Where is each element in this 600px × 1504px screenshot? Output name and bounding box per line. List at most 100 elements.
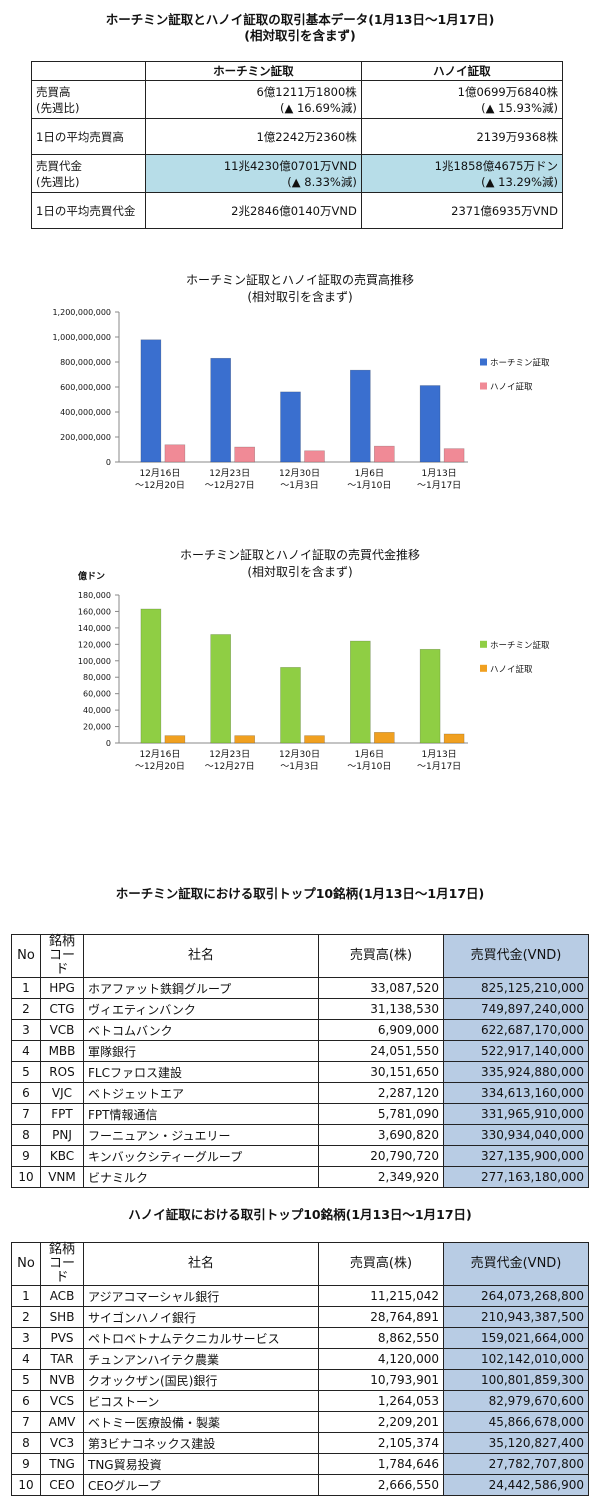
row-no: 6 xyxy=(11,1390,41,1412)
table-row: 6 VJC ベトジェットエア 2,287,120 334,613,160,000 xyxy=(11,1082,589,1104)
row-company: FLCファロス建設 xyxy=(83,1061,319,1083)
y-axis-label: 億ドン xyxy=(78,570,105,582)
row-code: NVB xyxy=(40,1369,84,1391)
table-row: 7 AMV ベトミー医療設備・製薬 2,209,201 45,866,678,000 xyxy=(11,1411,589,1433)
x-tick-label: 1月13日 xyxy=(422,468,457,479)
row-volume: 2,287,120 xyxy=(318,1082,444,1104)
row-value: 82,979,670,600 xyxy=(443,1390,589,1412)
row-code: MBB xyxy=(40,1040,84,1062)
x-tick-label: ～1月10日 xyxy=(347,480,391,491)
row-volume: 6,909,000 xyxy=(318,1019,444,1041)
x-tick-label: ～1月10日 xyxy=(347,761,391,772)
bar-hcm xyxy=(140,608,162,744)
row-code: SHB xyxy=(40,1306,84,1328)
row-no: 9 xyxy=(11,1145,41,1167)
col-code: 銘柄 コード xyxy=(40,934,84,978)
row-value: 210,943,387,500 xyxy=(443,1306,589,1328)
hcm-top-body: 1 HPG ホアファット鉄鋼グループ 33,087,520 825,125,210,00… xyxy=(11,977,589,1188)
y-tick-label: 80,000 xyxy=(83,673,111,682)
row-code: TAR xyxy=(40,1348,84,1370)
volume-chart: ホーチミン証取とハノイ証取の売買高推移 (相対取引を含まず) 0 200,000,00… xyxy=(0,268,600,496)
bar-hn xyxy=(373,732,395,744)
table-row: 9 KBC キンバックシティーグループ 20,790,720 327,135,900,0… xyxy=(11,1145,589,1167)
row-volume: 31,138,530 xyxy=(318,998,444,1020)
legend-swatch xyxy=(480,358,487,366)
y-tick-label: 1,200,000,000 xyxy=(52,308,111,317)
summary-header-row: ホーチミン証取 ハノイ証取 xyxy=(31,61,564,81)
row-volume: 8,862,550 xyxy=(318,1327,444,1349)
table-row: 3 PVS ペトロベトナムテクニカルサービス 8,862,550 159,021,664… xyxy=(11,1327,589,1349)
x-tick-label: ～1月3日 xyxy=(280,480,318,491)
row-volume: 2,105,374 xyxy=(318,1432,444,1454)
row-no: 3 xyxy=(11,1327,41,1349)
bar-hn xyxy=(234,735,255,744)
bar-hn xyxy=(164,444,186,463)
row-code: VJC xyxy=(40,1082,84,1104)
row-company: ペトロベトナムテクニカルサービス xyxy=(83,1327,319,1349)
row-volume: 24,051,550 xyxy=(318,1040,444,1062)
legend-label: ハノイ証取 xyxy=(490,382,533,393)
legend-swatch xyxy=(480,382,487,390)
x-tick-label: ～12月27日 xyxy=(205,480,255,491)
row-code: VNM xyxy=(40,1166,84,1188)
row-code: CEO xyxy=(40,1474,84,1496)
x-tick-label: ～12月20日 xyxy=(135,480,185,491)
hcm-top-title: ホーチミン証取における取引トップ10銘柄(1月13日～1月17日) xyxy=(115,886,485,901)
row-company: チュンアンハイテク農業 xyxy=(83,1348,319,1370)
y-tick-label: 140,000 xyxy=(78,624,111,633)
y-tick-label: 60,000 xyxy=(83,690,111,699)
row-volume: 20,790,720 xyxy=(318,1145,444,1167)
bar-hcm xyxy=(419,385,441,463)
row-no: 2 xyxy=(11,1306,41,1328)
row-no: 1 xyxy=(11,1285,41,1307)
hn-top-table: No 銘柄 コード 社名 売買高(株) 売買代金(VND) 1 ACB アジアコマーシ… xyxy=(11,1242,589,1496)
row-company: ビコストーン xyxy=(83,1390,319,1412)
y-tick-label: 0 xyxy=(106,739,111,748)
y-tick-label: 120,000 xyxy=(78,640,111,649)
row-value: 102,142,010,000 xyxy=(443,1348,589,1370)
row-value: 277,163,180,000 xyxy=(443,1166,589,1188)
row-company: ベトコムバンク xyxy=(83,1019,319,1041)
bar-hn xyxy=(304,450,325,463)
y-tick-label: 200,000,000 xyxy=(60,433,111,442)
row-company: クオックザン(国民)銀行 xyxy=(83,1369,319,1391)
x-tick-label: 12月16日 xyxy=(139,749,180,760)
row-no: 2 xyxy=(11,998,41,1020)
table-row: 6 VCS ビコストーン 1,264,053 82,979,670,600 xyxy=(11,1390,589,1412)
table-row: 10 VNM ビナミルク 2,349,920 277,163,180,000 xyxy=(11,1166,589,1188)
chart-title: ホーチミン証取とハノイ証取の売買代金推移 xyxy=(180,547,420,562)
table-row: 4 TAR チュンアンハイテク農業 4,120,000 102,142,010,000 xyxy=(11,1348,589,1370)
row-company: ベトジェットエア xyxy=(83,1082,319,1104)
col-value: 売買代金(VND) xyxy=(443,934,589,978)
y-tick-label: 100,000 xyxy=(78,657,111,666)
row-company: キンバックシティーグループ xyxy=(83,1145,319,1167)
row-no: 3 xyxy=(11,1019,41,1041)
summary-row-avg-volume: 1日の平均売買高 1億2242万2360株 2139万9368株 xyxy=(31,118,564,155)
x-tick-label: 12月16日 xyxy=(139,468,180,479)
row-code: VCB xyxy=(40,1019,84,1041)
value-chart-svg: ホーチミン証取とハノイ証取の売買代金推移 (相対取引を含まず) 億ドン 0 20,000… xyxy=(78,547,550,772)
y-tick-label: 20,000 xyxy=(83,723,111,732)
summary-label: 売買代金 (先週比) xyxy=(31,154,146,193)
summary-subtitle: (相対取引を含まず) xyxy=(244,28,356,43)
summary-hcm-value: 2兆2846億0140万VND xyxy=(145,192,362,229)
row-code: VCS xyxy=(40,1390,84,1412)
x-tick-label: 12月30日 xyxy=(279,468,320,479)
row-company: 軍隊銀行 xyxy=(83,1040,319,1062)
row-code: HPG xyxy=(40,977,84,999)
row-volume: 4,120,000 xyxy=(318,1348,444,1370)
summary-col-hcm: ホーチミン証取 xyxy=(145,61,362,81)
summary-row-avg-value: 1日の平均売買代金 2兆2846億0140万VND 2371億6935万VND xyxy=(31,192,564,229)
bar-hcm xyxy=(419,648,441,744)
y-tick-label: 40,000 xyxy=(83,706,111,715)
summary-hn-value: 2371億6935万VND xyxy=(360,192,564,229)
row-volume: 2,666,550 xyxy=(318,1474,444,1496)
row-no: 7 xyxy=(11,1103,41,1125)
row-code: VC3 xyxy=(40,1432,84,1454)
legend-swatch xyxy=(480,664,487,672)
bar-hcm xyxy=(349,369,371,463)
bar-hcm xyxy=(210,357,231,463)
summary-label: 売買高 (先週比) xyxy=(31,80,146,119)
table-row: 8 VC3 第3ビナコネックス建設 2,105,374 35,120,827,400 xyxy=(11,1432,589,1454)
row-volume: 1,784,646 xyxy=(318,1453,444,1475)
